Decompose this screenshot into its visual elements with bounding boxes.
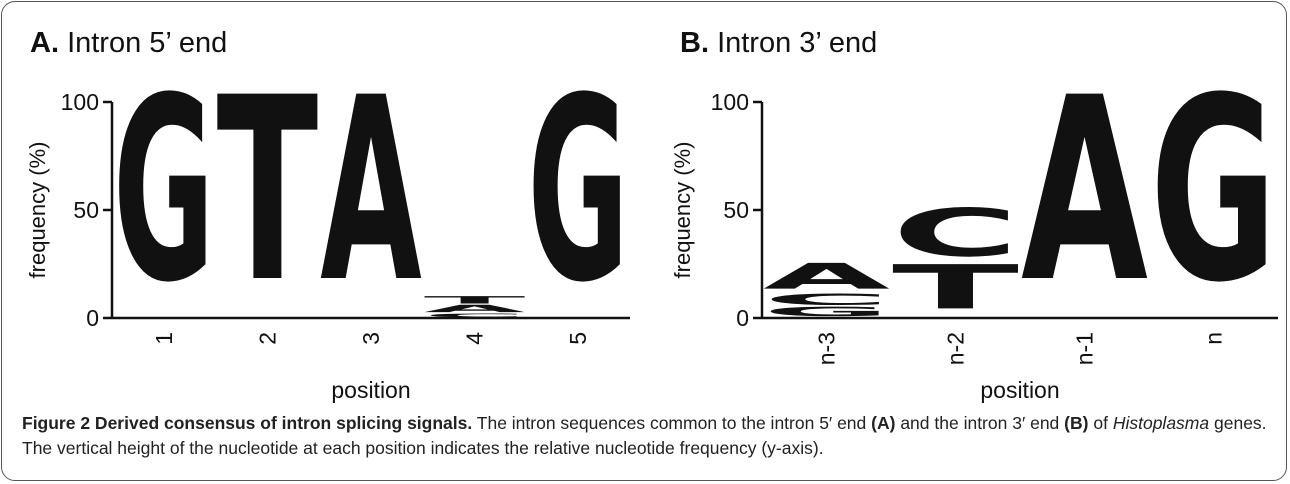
letter: A	[1021, 44, 1148, 338]
letter: C	[424, 313, 526, 319]
title-text: Intron 5’ end	[67, 27, 227, 59]
caption-title: Figure 2 Derived consensus of intron spl…	[22, 413, 473, 433]
chart-title: B. Intron 3’ end	[680, 27, 877, 59]
letter: C	[892, 195, 1019, 271]
caption: Figure 2 Derived consensus of intron spl…	[22, 411, 1272, 461]
y-tick-label: 0	[86, 305, 99, 331]
letter: T	[424, 294, 526, 306]
x-tick-label: 4	[462, 332, 488, 345]
x-axis-label: position	[331, 377, 410, 403]
y-axis-label: frequency (%)	[670, 142, 695, 279]
caption-ref: (A)	[871, 413, 896, 433]
y-tick-label: 100	[61, 89, 99, 115]
panel-label: A.	[30, 27, 59, 59]
x-tick-label: 1	[151, 332, 177, 345]
letter: G	[1150, 44, 1277, 338]
letter: T	[892, 252, 1019, 323]
y-tick-label: 0	[736, 305, 749, 331]
x-tick-label: n-2	[943, 332, 969, 365]
y-tick-label: 50	[723, 197, 749, 223]
y-tick-label: 100	[711, 89, 749, 115]
caption-text: genes. The vertical height of the nucleo…	[22, 413, 1267, 458]
panel-label: B.	[680, 27, 709, 59]
caption-text: and the intron 3′ end	[900, 413, 1060, 433]
x-tick-label: n-3	[814, 332, 840, 365]
letter: A	[424, 303, 526, 315]
x-tick-label: n	[1201, 332, 1227, 345]
caption-species: Histoplasma	[1112, 413, 1210, 433]
caption-text: The intron sequences common to the intro…	[476, 413, 867, 433]
letter: G	[763, 304, 890, 319]
caption-text: of	[1093, 413, 1108, 433]
x-tick-label: n-1	[1072, 332, 1098, 365]
x-tick-label: 2	[254, 332, 280, 345]
letter: G	[527, 43, 629, 338]
x-axis-label: position	[980, 377, 1059, 403]
y-axis-label: frequency (%)	[25, 142, 50, 279]
letter: A	[763, 256, 890, 297]
letter: G	[113, 43, 215, 338]
letter: T	[217, 43, 319, 338]
title-text: Intron 3’ end	[717, 27, 877, 59]
letter: C	[763, 291, 890, 309]
y-tick-label: 50	[73, 197, 99, 223]
caption-ref: (B)	[1064, 413, 1089, 433]
x-tick-label: 5	[565, 332, 591, 345]
letter: A	[320, 43, 422, 338]
chart-title: A. Intron 5’ end	[30, 27, 227, 59]
x-tick-label: 3	[358, 332, 384, 345]
